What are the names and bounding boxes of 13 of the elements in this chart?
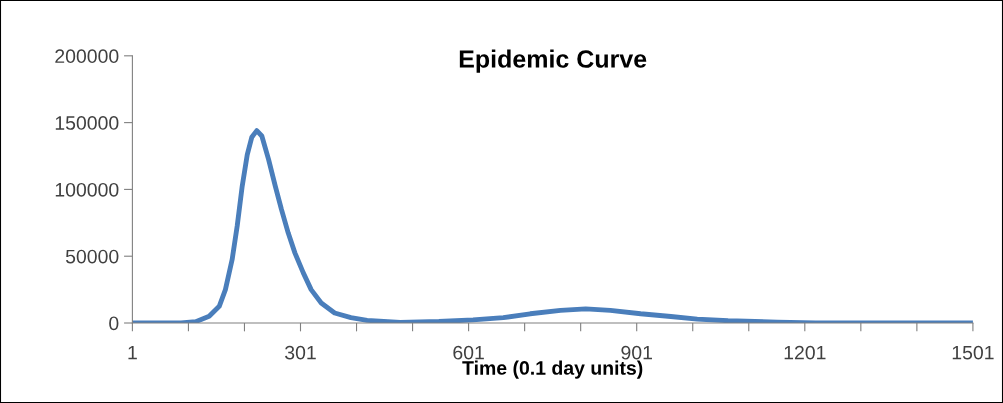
x-tick-label: 1201 — [784, 345, 826, 360]
chart-title: Epidemic Curve — [459, 49, 647, 73]
y-tick-label: 100000 — [55, 182, 119, 197]
y-tick-label: 150000 — [55, 116, 119, 130]
x-tick-label: 1501 — [952, 345, 994, 360]
x-tick-label: 601 — [453, 345, 484, 360]
y-tick-label: 200000 — [55, 49, 119, 64]
y-tick-label: 50000 — [65, 249, 119, 264]
x-axis-title: Time (0.1 day units) — [462, 360, 643, 379]
y-tick-label: 0 — [109, 316, 119, 331]
x-tick-label: 1 — [128, 345, 137, 360]
x-tick-label: 901 — [621, 345, 652, 360]
x-tick-label: 301 — [285, 345, 316, 360]
